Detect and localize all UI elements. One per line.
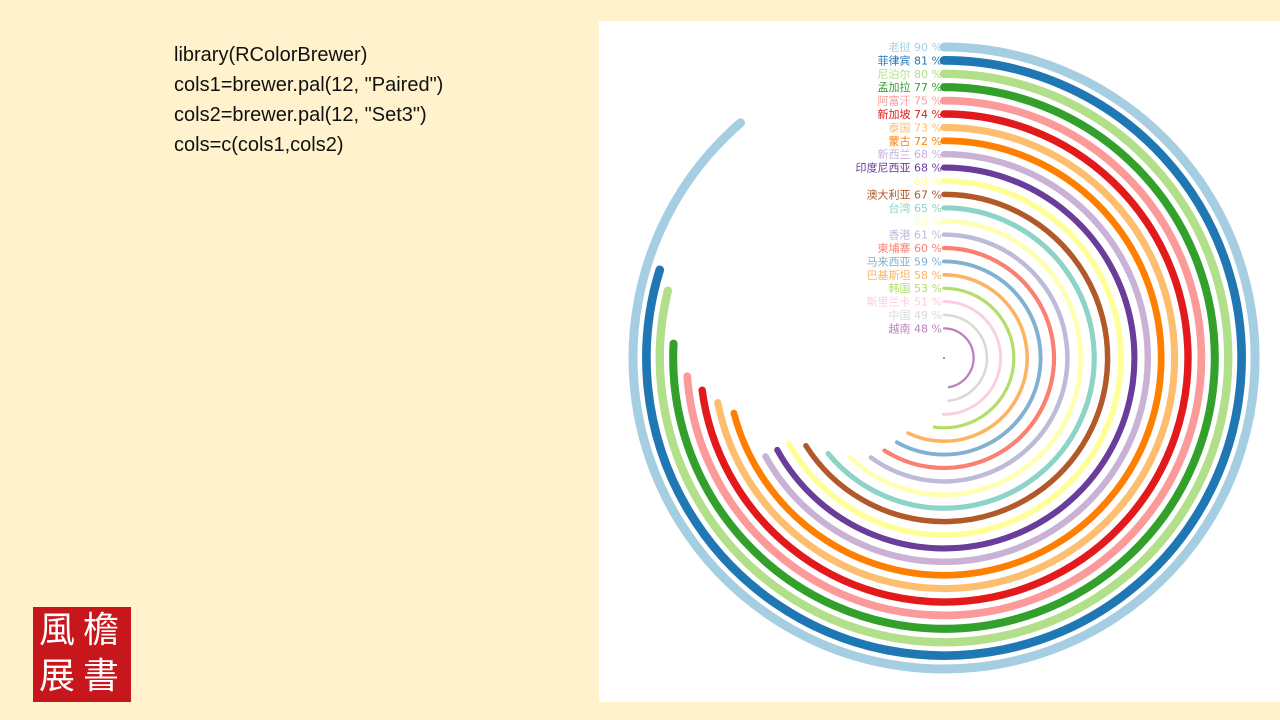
arc-bar	[774, 164, 1138, 552]
bar-label: 尼泊尔 80 %	[878, 68, 942, 81]
bar-label: 台湾 65 %	[889, 201, 942, 215]
bar-label: 中国 49 %	[889, 309, 942, 322]
arc-bar	[882, 245, 1057, 471]
arc-bar	[642, 56, 1246, 660]
bar-label: 新西兰 68 %	[878, 147, 942, 161]
arc-bar	[655, 69, 1233, 647]
code-line: cols=c(cols1,cols2)	[174, 134, 344, 156]
arc-bar	[803, 191, 1111, 525]
arc-bar	[847, 218, 1084, 498]
arc-bar	[894, 259, 1043, 457]
bar-label: 孟加拉 77 %	[878, 80, 942, 94]
bar-label: 阿富汗 75 %	[878, 94, 942, 108]
center-dot	[943, 357, 945, 359]
bar-label: 巴基斯坦 58 %	[867, 268, 942, 282]
bar-label: 68 %	[914, 175, 942, 188]
arc-bar	[730, 137, 1165, 579]
bar-label: 蒙古 72 %	[889, 135, 942, 148]
arc-bar	[906, 273, 1029, 443]
bar-label: 柬埔寨 60 %	[878, 241, 942, 255]
seal-stamp: 檐 書 風 展	[33, 607, 131, 702]
arc-bar	[628, 42, 1260, 674]
code-line: cols2=brewer.pal(12, "Set3")	[174, 104, 427, 126]
bar-label: 印度尼西亚 68 %	[856, 161, 942, 175]
bar-label: 澳大利亚 67 %	[867, 187, 942, 201]
arc-bar	[669, 83, 1219, 633]
code-line: cols1=brewer.pal(12, "Paired")	[174, 74, 444, 96]
bar-label: 老挝 90 %	[889, 40, 942, 54]
bar-label: 马来西亚 59 %	[867, 255, 942, 268]
arc-bar	[825, 205, 1097, 511]
arc-bar	[868, 232, 1070, 484]
code-block: library(RColorBrewer) cols1=brewer.pal(1…	[174, 40, 443, 160]
bar-label: 63 %	[914, 215, 942, 228]
arc-bar	[714, 123, 1179, 593]
chart-panel: 老挝 90 % 菲律宾 81 % 尼泊尔 80 % 孟加拉 77 % 阿富汗 75 % 新…	[599, 21, 1280, 702]
arc-bar	[786, 178, 1124, 538]
arc-bar	[942, 313, 989, 403]
code-line: library(RColorBrewer)	[174, 44, 368, 66]
radial-bar-chart: 老挝 90 %菲律宾 81 %尼泊尔 80 %孟加拉 77 %阿富汗 75 %新…	[628, 40, 1260, 674]
bar-label: 香港 61 %	[889, 229, 942, 242]
bar-label: 韩国 53 %	[889, 281, 942, 295]
bar-label: 新加坡 74 %	[878, 107, 942, 121]
bar-label: 越南 48 %	[889, 321, 942, 335]
arc-bar	[698, 110, 1192, 606]
bar-label: 泰国 73 %	[889, 120, 942, 134]
arc-bar	[762, 150, 1151, 565]
arc-bar	[932, 286, 1016, 430]
arc-bar	[683, 96, 1206, 620]
arc-bar	[941, 300, 1003, 416]
bar-label: 菲律宾 81 %	[878, 53, 942, 67]
arc-bar	[942, 327, 975, 389]
bar-label: 斯里兰卡 51 %	[867, 296, 942, 309]
